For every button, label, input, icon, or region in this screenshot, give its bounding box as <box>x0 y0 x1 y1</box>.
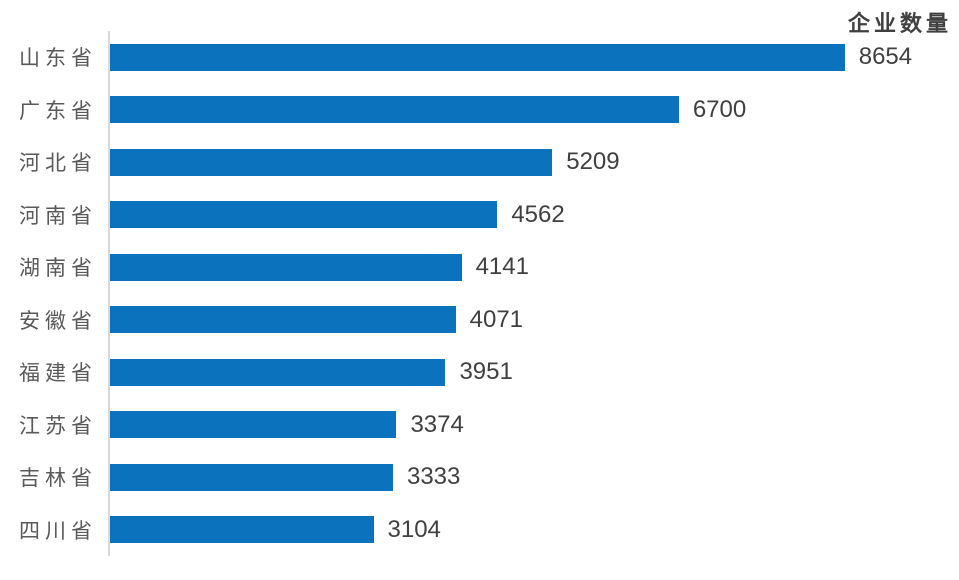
plot-area-row: 3951 <box>108 346 959 399</box>
bar-row: 河南省 4562 <box>0 188 959 241</box>
plot-area-row: 5209 <box>108 136 959 189</box>
bar-row: 四川省 3104 <box>0 503 959 556</box>
category-label: 湖南省 <box>19 257 97 281</box>
category-label: 广东省 <box>19 99 97 123</box>
bar <box>110 358 446 386</box>
bar <box>110 148 553 176</box>
bar <box>110 516 374 544</box>
plot-area-row: 4141 <box>108 241 959 294</box>
bar <box>110 96 679 124</box>
plot-area-row: 4562 <box>108 188 959 241</box>
bar <box>110 253 462 281</box>
value-label: 6700 <box>692 95 747 123</box>
category-label: 河南省 <box>19 204 97 228</box>
category-label: 四川省 <box>19 519 97 543</box>
chart-title: 企业数量 <box>847 11 952 36</box>
bar-row: 吉林省 3333 <box>0 451 959 504</box>
bar <box>110 306 456 334</box>
category-label: 山东省 <box>19 47 97 71</box>
category-label: 江苏省 <box>19 414 97 438</box>
value-label: 3951 <box>459 358 513 386</box>
bar-row: 河北省 5209 <box>0 136 959 189</box>
bar-rows: 山东省 8654 广东省 6700 河北省 5209 河南省 4562 湖南省 4141 安徽省 40… <box>0 31 959 556</box>
value-label: 3374 <box>410 410 464 438</box>
value-label: 4141 <box>475 253 529 281</box>
plot-area-row: 3333 <box>108 451 959 504</box>
bar <box>110 201 498 229</box>
plot-area-row: 3374 <box>108 398 959 451</box>
bar-row: 山东省 8654 <box>0 31 959 84</box>
value-label: 4071 <box>469 305 524 333</box>
bar-row: 广东省 6700 <box>0 83 959 136</box>
bar-row: 湖南省 4141 <box>0 241 959 294</box>
bar-row: 福建省 3951 <box>0 346 959 399</box>
value-label: 4562 <box>511 200 565 228</box>
value-label: 3333 <box>406 463 461 491</box>
category-label: 吉林省 <box>19 467 97 491</box>
plot-area-row: 4071 <box>108 293 959 346</box>
plot-area-row: 3104 <box>108 503 959 556</box>
value-label: 8654 <box>858 43 913 71</box>
bar <box>110 463 393 491</box>
value-label: 3104 <box>387 515 441 543</box>
bar-row: 江苏省 3374 <box>0 398 959 451</box>
value-label: 5209 <box>566 148 620 176</box>
category-label: 河北省 <box>19 152 97 176</box>
bar-row: 安徽省 4071 <box>0 293 959 346</box>
category-label: 福建省 <box>19 362 97 386</box>
plot-area-row: 8654 <box>108 31 959 84</box>
plot-area-row: 6700 <box>108 83 959 136</box>
bar <box>110 411 397 439</box>
category-label: 安徽省 <box>19 309 97 333</box>
bar <box>110 43 845 71</box>
